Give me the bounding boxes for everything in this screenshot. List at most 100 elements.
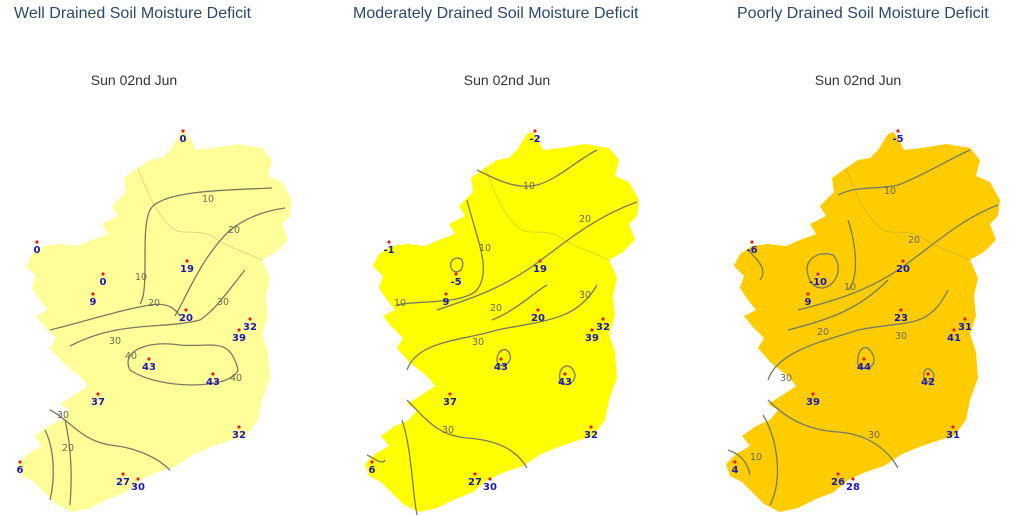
- station-dot: [473, 472, 477, 476]
- station-value: 43: [494, 362, 508, 373]
- station-marker: 30: [483, 477, 497, 493]
- station-value: 0: [34, 245, 41, 256]
- isoline: [747, 249, 764, 281]
- county-border: [484, 167, 610, 261]
- station-dot: [533, 129, 537, 133]
- panel-title: Poorly Drained Soil Moisture Deficit: [737, 5, 989, 22]
- isoline: [406, 399, 528, 469]
- station-value: 0: [180, 134, 187, 145]
- station-marker: 23: [894, 308, 908, 324]
- isoline-label: 30: [868, 430, 880, 441]
- panel-date: Sun 02nd Jun: [463, 72, 551, 88]
- station-marker: 9: [805, 292, 812, 308]
- station-value: 20: [531, 313, 545, 324]
- station-dot: [101, 272, 105, 276]
- isoline-label: 20: [62, 443, 74, 454]
- station-marker: 32: [596, 317, 610, 333]
- station-marker: 20: [896, 259, 910, 275]
- station-marker: 32: [584, 425, 598, 441]
- station-dot: [896, 129, 900, 133]
- station-dot: [448, 392, 452, 396]
- isoline: [857, 346, 875, 369]
- station-dot: [237, 328, 241, 332]
- station-value: 30: [483, 482, 497, 493]
- station-value: 37: [443, 397, 457, 408]
- station-dot: [901, 259, 905, 263]
- station-marker: 30: [131, 477, 145, 493]
- station-marker: -2: [529, 129, 541, 145]
- isoline-label: 30: [442, 425, 454, 436]
- station-dot: [454, 272, 458, 276]
- isoline: [139, 187, 273, 305]
- station-marker: 19: [180, 259, 194, 275]
- station-dot: [499, 357, 503, 361]
- isoline: [923, 368, 935, 383]
- panel-title: Well Drained Soil Moisture Deficit: [14, 5, 252, 22]
- station-value: 30: [131, 482, 145, 493]
- station-value: 19: [533, 264, 547, 275]
- station-dot: [536, 308, 540, 312]
- isoline-label: 20: [228, 225, 240, 236]
- isoline: [847, 219, 857, 291]
- station-value: 41: [947, 333, 961, 344]
- panel-moderately-drained: Moderately Drained Soil Moisture Deficit…: [347, 0, 687, 522]
- station-value: 20: [179, 313, 193, 324]
- station-marker: 42: [921, 372, 935, 388]
- station-marker: 27: [468, 472, 482, 488]
- isoline-label: 30: [217, 297, 229, 308]
- station-value: 32: [596, 322, 610, 333]
- station-value: -1: [383, 245, 394, 256]
- station-marker: 4: [732, 460, 739, 476]
- station-marker: 20: [179, 308, 193, 324]
- station-dot: [35, 240, 39, 244]
- station-marker: 39: [585, 328, 599, 344]
- station-marker: 31: [946, 425, 960, 441]
- station-marker: 9: [443, 292, 450, 308]
- station-marker: 0: [180, 129, 187, 145]
- station-value: 0: [100, 277, 107, 288]
- isoline: [491, 284, 548, 321]
- station-marker: -6: [746, 240, 758, 256]
- isoline: [69, 269, 246, 347]
- station-value: 26: [831, 477, 845, 488]
- station-dot: [851, 477, 855, 481]
- isoline-label: 10: [523, 181, 535, 192]
- station-marker: 37: [443, 392, 457, 408]
- isoline-label: 10: [135, 272, 147, 283]
- isoline: [496, 348, 511, 367]
- isoline: [406, 284, 598, 371]
- isoline-label: 30: [109, 336, 121, 347]
- isoline-label: 40: [125, 351, 137, 362]
- station-marker: 19: [533, 259, 547, 275]
- station-dot: [750, 240, 754, 244]
- station-marker: 26: [831, 472, 845, 488]
- station-marker: 31: [958, 317, 972, 333]
- panel-title: Moderately Drained Soil Moisture Deficit: [353, 5, 639, 22]
- station-marker: 28: [846, 477, 860, 493]
- station-value: 32: [232, 430, 246, 441]
- isoline-label: 20: [148, 298, 160, 309]
- land-area: [726, 132, 1000, 512]
- station-dot: [121, 472, 125, 476]
- station-marker: 0: [34, 240, 41, 256]
- station-marker: 9: [90, 292, 97, 308]
- station-marker: 43: [494, 357, 508, 373]
- station-value: 32: [243, 322, 257, 333]
- station-value: -5: [892, 134, 903, 145]
- isoline-label: 20: [579, 214, 591, 225]
- isoline-label: 10: [750, 452, 762, 463]
- station-marker: 41: [947, 328, 961, 344]
- station-dot: [211, 372, 215, 376]
- station-marker: 27: [116, 472, 130, 488]
- station-value: 37: [91, 397, 105, 408]
- station-dot: [444, 292, 448, 296]
- station-dot: [563, 372, 567, 376]
- county-border: [845, 167, 971, 261]
- station-marker: -1: [383, 240, 395, 256]
- station-dot: [589, 425, 593, 429]
- station-value: 42: [921, 377, 935, 388]
- station-value: 20: [896, 264, 910, 275]
- isoline: [396, 199, 484, 306]
- station-dot: [147, 357, 151, 361]
